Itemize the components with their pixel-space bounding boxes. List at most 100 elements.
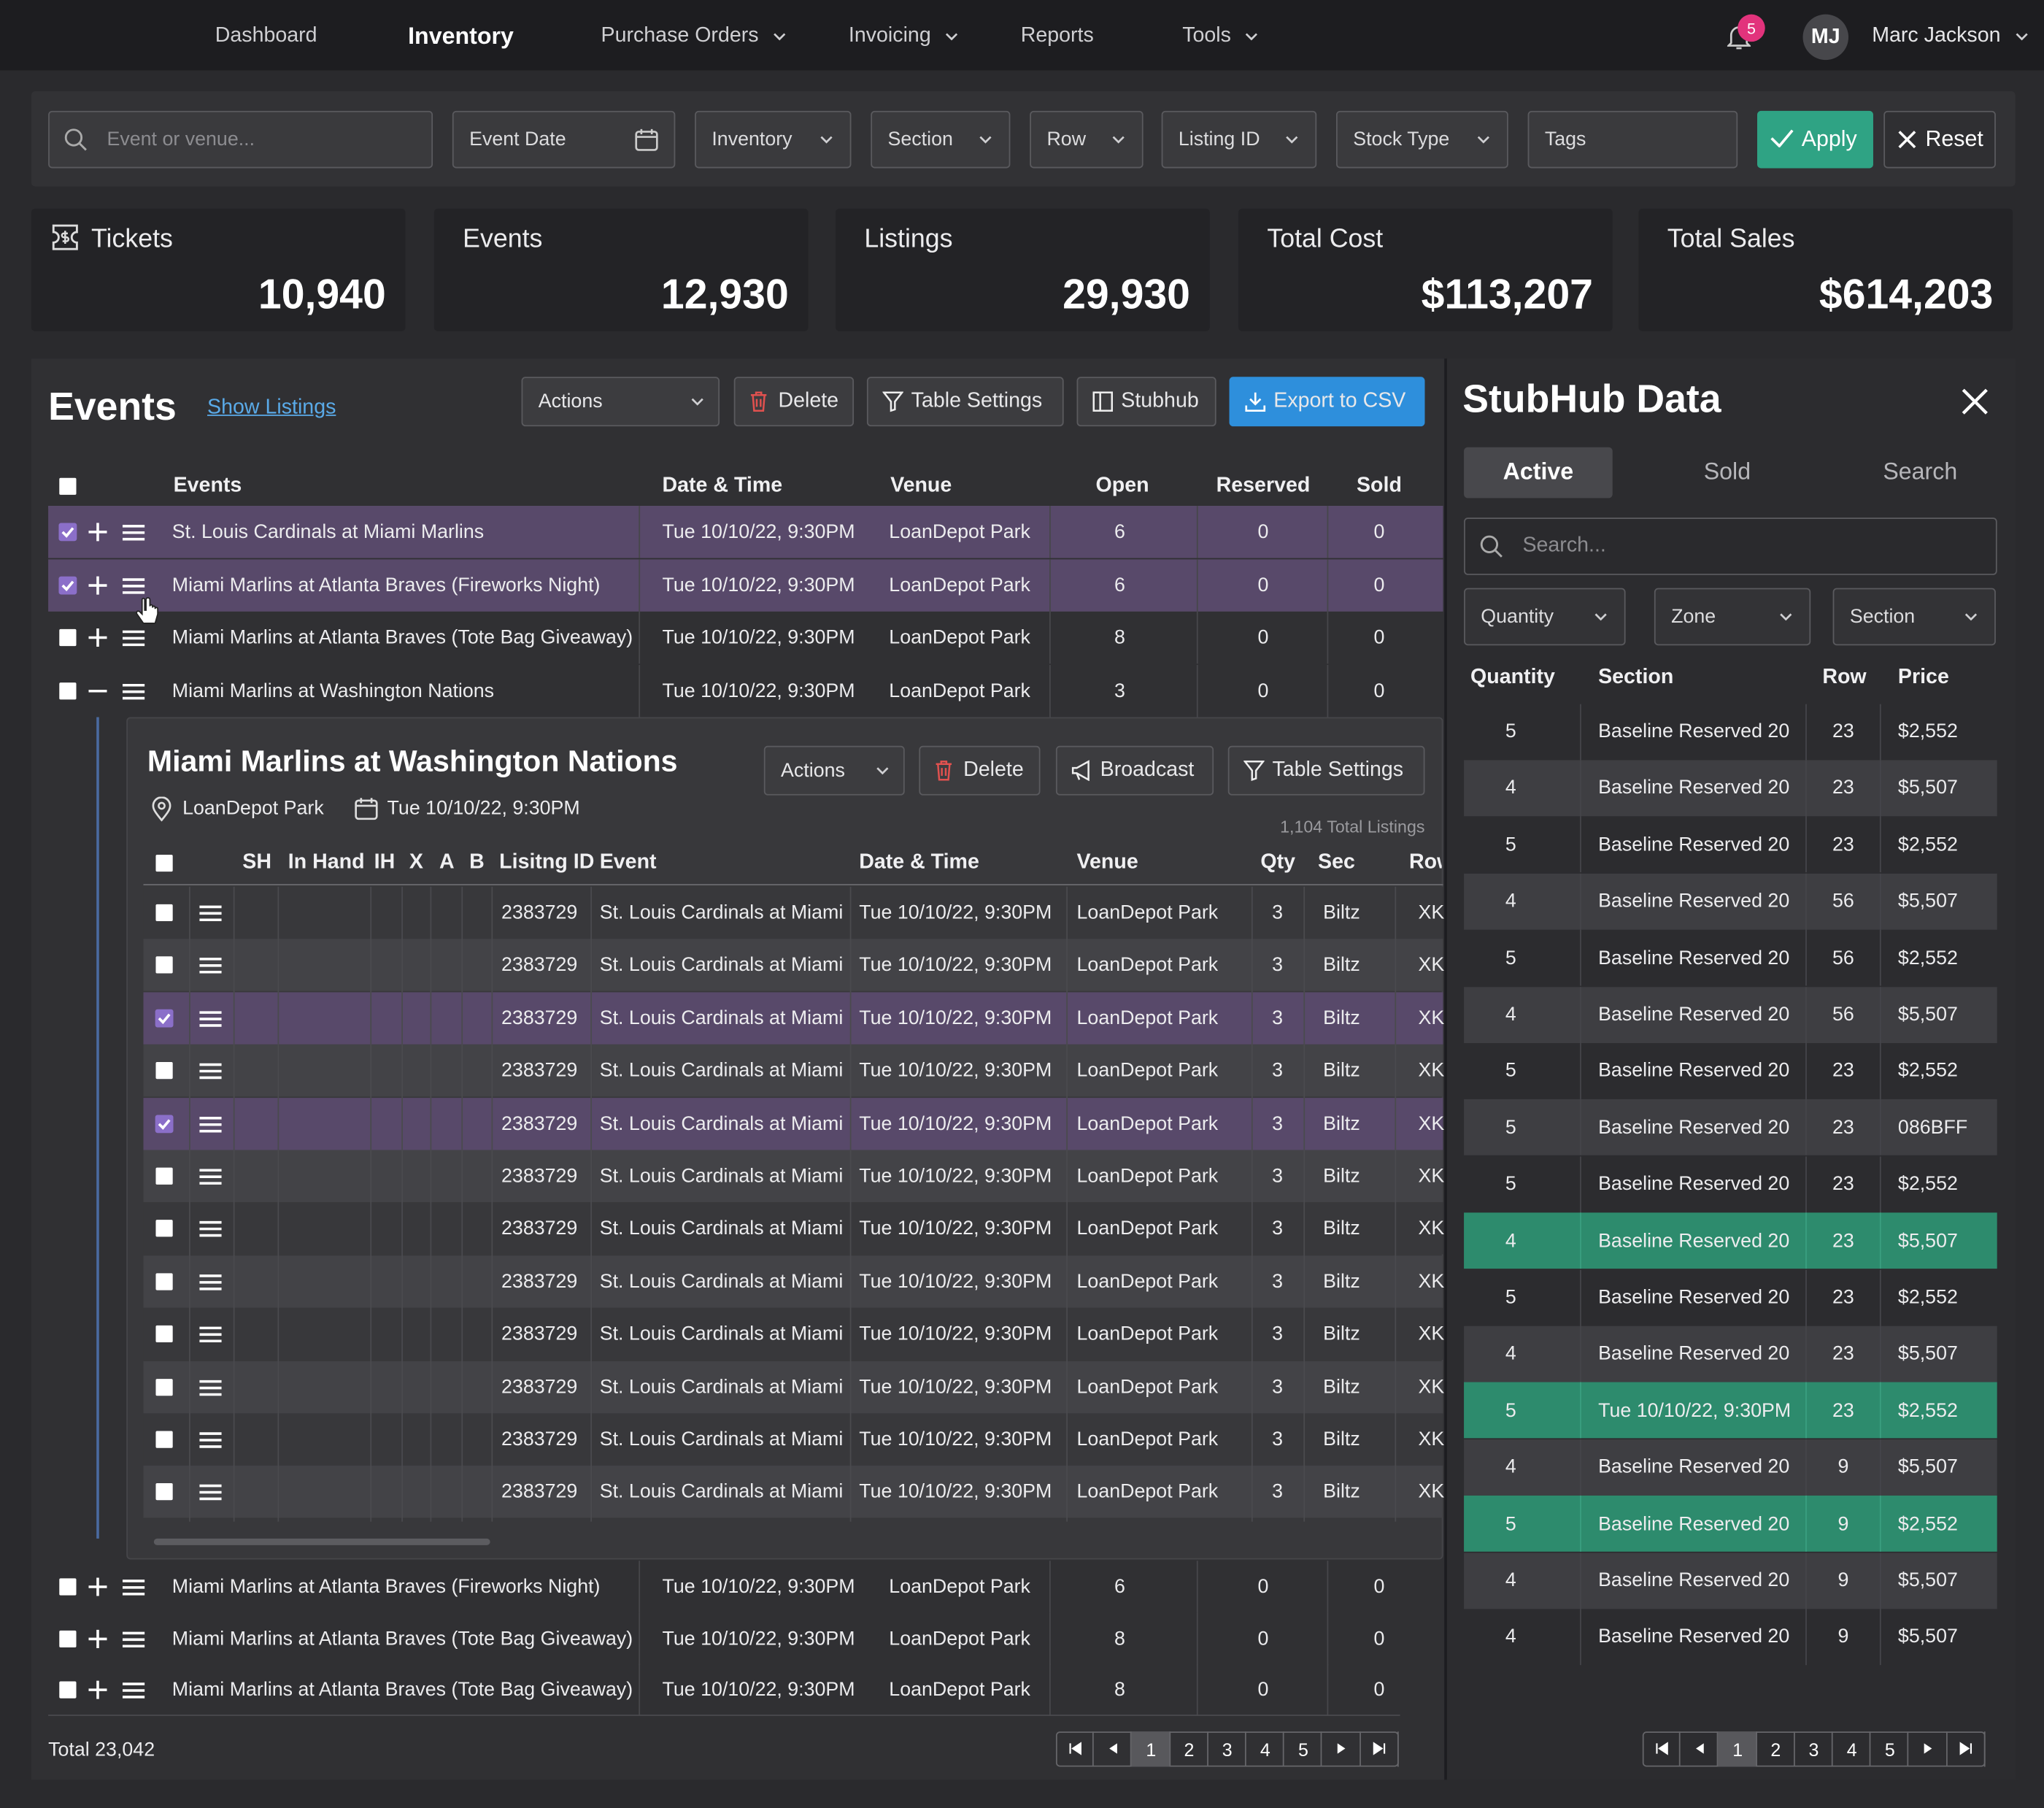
filter-field[interactable] — [1030, 110, 1144, 169]
column-header: Price — [1897, 666, 1949, 689]
icon-part — [155, 1431, 173, 1448]
page-button[interactable] — [1132, 1731, 1171, 1767]
column-divider — [1049, 506, 1051, 558]
nav-item[interactable]: Dashboard — [215, 24, 317, 47]
page-button[interactable] — [1094, 1731, 1133, 1767]
icon-part — [122, 683, 145, 699]
page-button[interactable] — [1681, 1731, 1719, 1767]
filter-field[interactable] — [1336, 110, 1508, 169]
column-divider — [1805, 1496, 1807, 1552]
stubhub-cell: Baseline Reserved 20 — [1598, 834, 1790, 856]
avatar[interactable] — [1802, 14, 1849, 61]
filter-field[interactable] — [452, 110, 676, 169]
icon-part — [88, 1680, 107, 1699]
apply-button[interactable] — [1756, 110, 1873, 169]
show-listings-link[interactable]: Show Listings — [207, 396, 336, 419]
page-number: 1 — [1732, 1739, 1743, 1760]
trash-icon — [749, 391, 768, 412]
table-settings-button-label: Table Settings — [911, 390, 1043, 412]
column-divider — [1580, 1552, 1581, 1609]
filter-field[interactable] — [1527, 110, 1738, 169]
stat-value: 12,930 — [660, 270, 789, 318]
page-button[interactable] — [1833, 1731, 1871, 1767]
menu-icon — [122, 577, 145, 593]
page-button[interactable] — [1947, 1731, 1986, 1767]
calendar-icon — [355, 796, 378, 820]
stat-label: Total Sales — [1667, 225, 1795, 254]
icon-part — [820, 136, 833, 144]
tab[interactable]: Search — [1883, 458, 1958, 485]
page-button[interactable] — [1794, 1731, 1833, 1767]
search-input[interactable] — [48, 110, 433, 169]
column-divider — [1879, 1382, 1881, 1439]
column-divider — [590, 886, 593, 1522]
page-button[interactable] — [1360, 1731, 1399, 1767]
icon-part — [155, 904, 173, 922]
actions-button[interactable] — [521, 377, 720, 427]
icon-part — [691, 398, 703, 406]
nav-item[interactable]: Tools — [1182, 24, 1231, 47]
tab[interactable]: Sold — [1703, 458, 1751, 485]
export-button[interactable] — [1229, 377, 1425, 427]
broadcast-button[interactable] — [1055, 745, 1214, 796]
nav-item[interactable]: Purchase Orders — [601, 24, 759, 47]
event-cell: 8 — [1114, 626, 1125, 649]
icon-part — [155, 1062, 173, 1080]
column-divider — [1580, 816, 1581, 873]
stubhub-cell: Baseline Reserved 20 — [1598, 1003, 1790, 1026]
checkbox — [58, 477, 77, 496]
icon-part — [155, 1483, 173, 1501]
stubhub-cell: 56 — [1832, 1003, 1854, 1026]
nav-item[interactable]: Inventory — [408, 23, 514, 49]
stubhub-cell: Baseline Reserved 20 — [1598, 1229, 1790, 1253]
icon-part — [199, 1221, 222, 1238]
icon-part — [155, 1326, 173, 1343]
page-button[interactable] — [1756, 1731, 1795, 1767]
page-arrow — [1652, 1739, 1670, 1758]
horizontal-scrollbar[interactable] — [153, 1538, 490, 1545]
listing-cell: St. Louis Cardinals at Miami — [599, 1323, 844, 1345]
search-icon — [1480, 534, 1503, 558]
page-button[interactable] — [1719, 1731, 1757, 1767]
icon-part — [774, 33, 786, 41]
icon-part — [59, 1578, 77, 1596]
column-divider — [1395, 886, 1397, 1522]
checkbox — [58, 681, 77, 699]
page-button[interactable] — [1643, 1731, 1681, 1767]
page-button[interactable] — [1909, 1731, 1948, 1767]
stubhub-cell: $2,552 — [1897, 1173, 1958, 1196]
table-settings-button[interactable] — [866, 377, 1064, 427]
icon-part — [876, 767, 889, 775]
icon-part — [199, 1274, 222, 1290]
icon-part — [1477, 136, 1489, 144]
column-divider — [1196, 664, 1198, 717]
page-button[interactable] — [1170, 1731, 1208, 1767]
nav-item[interactable]: Invoicing — [848, 24, 931, 47]
icon-part — [1112, 136, 1125, 144]
page-button[interactable] — [1246, 1731, 1284, 1767]
page-button[interactable] — [1871, 1731, 1909, 1767]
nav-item[interactable]: Reports — [1020, 24, 1094, 47]
detail-table-settings-button[interactable] — [1227, 745, 1425, 796]
tab-active[interactable] — [1464, 447, 1613, 499]
column-divider — [1049, 664, 1051, 717]
icon-part — [59, 477, 77, 495]
reset-button[interactable] — [1883, 110, 1996, 169]
filter-label: Section — [887, 128, 953, 151]
icon-part — [59, 628, 77, 647]
icon-part — [1286, 136, 1298, 144]
user-name[interactable]: Marc Jackson — [1872, 24, 2001, 47]
page-button[interactable] — [1322, 1731, 1361, 1767]
page-button[interactable] — [1208, 1731, 1246, 1767]
column-divider — [639, 1561, 641, 1613]
column-header: Date & Time — [662, 474, 783, 497]
event-cell: 0 — [1257, 1679, 1269, 1701]
stubhub-search[interactable] — [1464, 518, 1997, 575]
notification-count: 5 — [1746, 18, 1756, 37]
x-icon — [1898, 131, 1916, 149]
page-button[interactable] — [1284, 1731, 1323, 1767]
filter-field[interactable] — [1161, 110, 1317, 169]
tab[interactable]: Active — [1503, 458, 1574, 485]
page-button[interactable] — [1056, 1731, 1095, 1767]
